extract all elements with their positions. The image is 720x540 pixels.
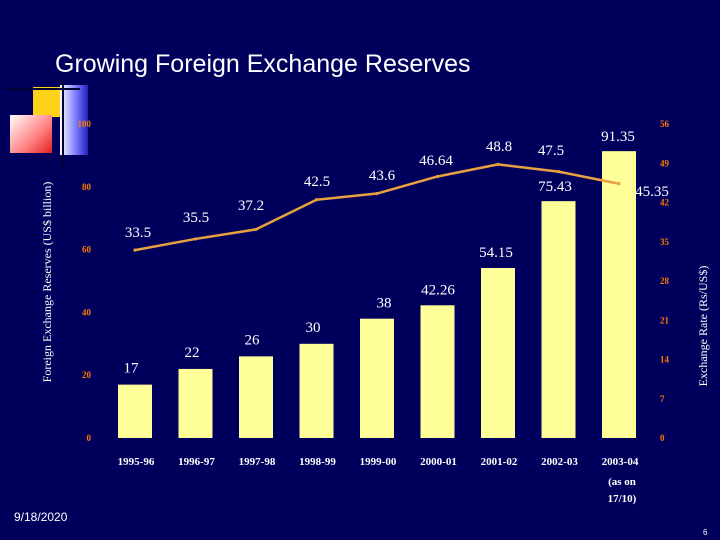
line-point bbox=[193, 237, 198, 241]
bar-value-label: 54.15 bbox=[479, 245, 513, 261]
line-point bbox=[556, 170, 561, 174]
bar-value-label: 75.43 bbox=[538, 179, 572, 195]
line-point bbox=[496, 162, 500, 166]
line-value-label: 48.8 bbox=[486, 139, 512, 155]
decor-vertical-rule bbox=[62, 78, 64, 168]
line-value-label: 46.64 bbox=[419, 153, 453, 169]
bar bbox=[541, 201, 576, 438]
y2-tick-label: 35 bbox=[660, 237, 670, 247]
category-label: 2002-03 bbox=[541, 456, 578, 468]
bar-value-label: 91.35 bbox=[601, 129, 635, 145]
y2-axis-label: Exchange Rate (Rs/US$) bbox=[696, 266, 710, 387]
line-value-label: 35.5 bbox=[183, 210, 209, 226]
y-axis-label: Foreign Exchange Reserves (US$ billion) bbox=[40, 182, 54, 383]
line-point bbox=[375, 191, 379, 196]
bar-value-label: 38 bbox=[377, 296, 392, 312]
line-value-label: 47.5 bbox=[538, 143, 564, 159]
line-value-label: 45.35 bbox=[635, 184, 669, 200]
category-label: 1998-99 bbox=[299, 456, 336, 468]
category-label: 1997-98 bbox=[239, 456, 276, 468]
decor-yellow-square bbox=[33, 87, 63, 117]
category-label: 1995-96 bbox=[118, 456, 155, 468]
decor-gradient-square-blue bbox=[60, 85, 88, 155]
y-tick-label: 60 bbox=[82, 245, 92, 255]
decor-horizontal-rule bbox=[5, 88, 80, 90]
y2-tick-label: 28 bbox=[660, 276, 670, 286]
line-value-label: 42.5 bbox=[304, 174, 330, 190]
y2-tick-label: 42 bbox=[660, 198, 670, 208]
y-tick-label: 80 bbox=[82, 182, 92, 192]
y2-tick-label: 49 bbox=[660, 158, 670, 168]
y-tick-label: 20 bbox=[82, 370, 92, 380]
bar-value-label: 30 bbox=[306, 320, 321, 336]
bar bbox=[178, 368, 213, 438]
category-label: 1999-00 bbox=[360, 456, 397, 468]
slide-date: 9/18/2020 bbox=[14, 510, 68, 524]
category-label: 2001-02 bbox=[481, 456, 518, 468]
category-note-line1: (as on bbox=[608, 476, 636, 488]
category-label: 1996-97 bbox=[178, 456, 215, 468]
line-point bbox=[133, 248, 137, 252]
bar bbox=[420, 305, 455, 438]
bar bbox=[360, 318, 394, 438]
y2-tick-label: 21 bbox=[660, 315, 670, 325]
y-tick-label: 100 bbox=[78, 119, 92, 129]
line-point bbox=[617, 182, 621, 186]
line-value-label: 37.2 bbox=[238, 198, 264, 214]
decor-gradient-square-red bbox=[10, 115, 52, 153]
y2-tick-label: 0 bbox=[660, 433, 665, 443]
page-number: 6 bbox=[703, 528, 708, 537]
slide-title: Growing Foreign Exchange Reserves bbox=[55, 50, 471, 78]
bar-value-label: 17 bbox=[124, 361, 140, 377]
line-point bbox=[435, 174, 440, 179]
bar-value-label: 42.26 bbox=[421, 282, 455, 298]
category-label: 2003-04 bbox=[602, 456, 639, 468]
y-tick-label: 40 bbox=[82, 307, 92, 317]
bar-value-label: 22 bbox=[185, 345, 200, 361]
bar bbox=[299, 343, 334, 438]
line-value-label: 43.6 bbox=[369, 168, 396, 184]
line-point bbox=[314, 198, 319, 202]
y2-tick-label: 14 bbox=[660, 355, 670, 365]
line-value-label: 33.5 bbox=[125, 225, 151, 241]
bar bbox=[118, 384, 152, 438]
y-tick-label: 0 bbox=[87, 433, 92, 443]
bar bbox=[239, 356, 273, 438]
category-note-line2: 17/10) bbox=[608, 493, 637, 505]
line-point bbox=[254, 227, 258, 232]
y2-tick-label: 7 bbox=[660, 394, 665, 404]
bar bbox=[602, 151, 636, 438]
category-label: 2000-01 bbox=[420, 456, 457, 468]
y2-tick-label: 56 bbox=[660, 119, 670, 129]
bar-value-label: 26 bbox=[245, 332, 261, 348]
bar bbox=[481, 267, 515, 438]
